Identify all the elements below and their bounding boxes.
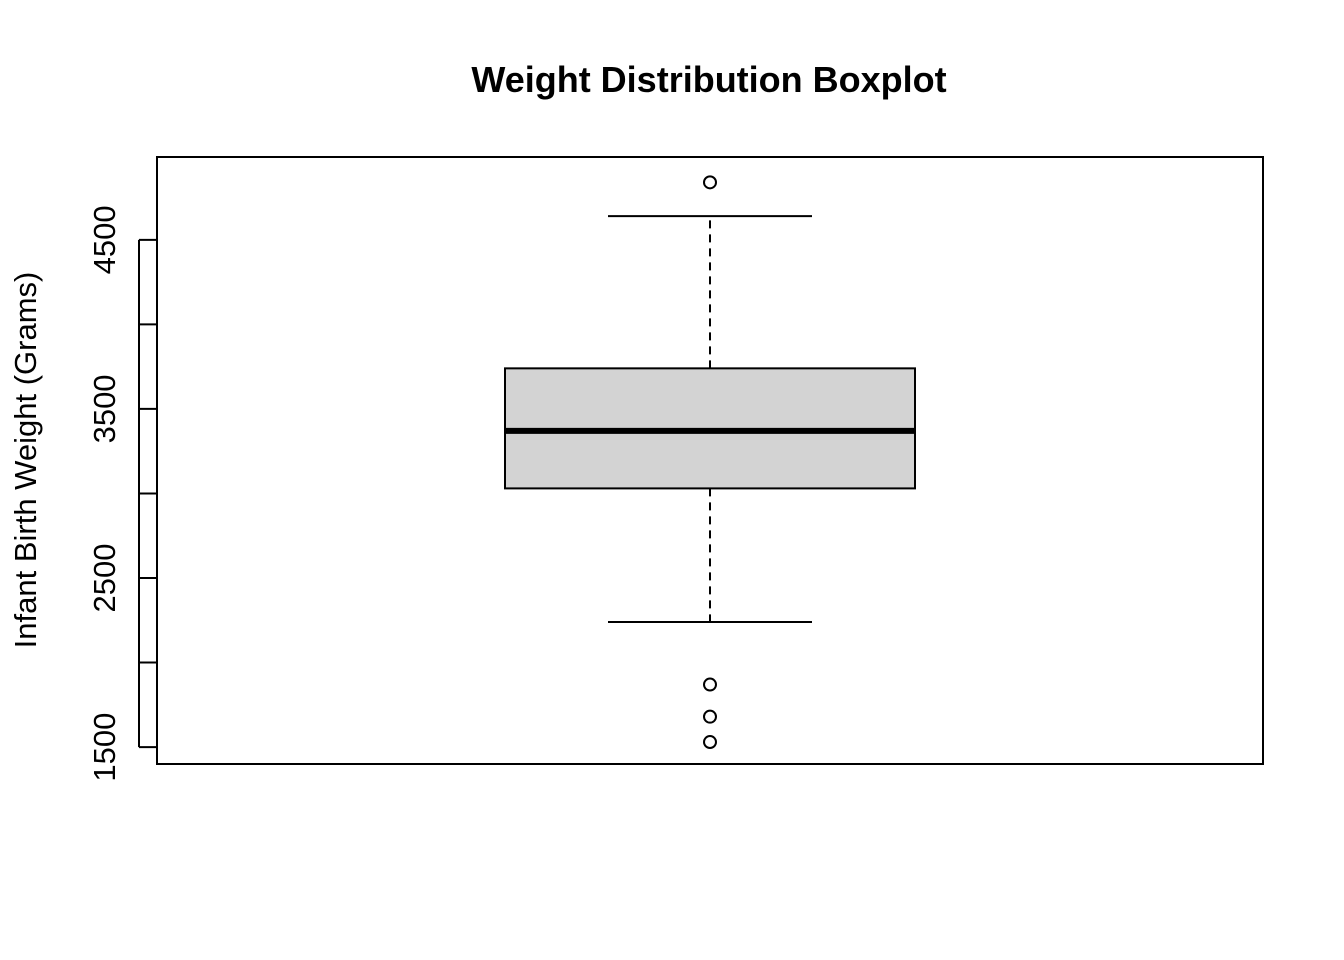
box-group [504,175,916,750]
outlier-point [703,709,717,724]
y-axis: 1500 2500 3500 4500 [87,205,157,782]
outlier-point [703,175,717,190]
plot-frame [156,156,1264,765]
y-tick-label: 1500 [87,713,122,782]
y-tick-label: 2500 [87,544,122,613]
chart-title: Weight Distribution Boxplot [471,59,946,100]
y-axis-label: Infant Birth Weight (Grams) [8,272,43,649]
outlier-point [703,735,717,750]
outlier-point [703,677,717,692]
y-tick-label: 4500 [87,205,122,274]
y-tick-label: 3500 [87,374,122,443]
